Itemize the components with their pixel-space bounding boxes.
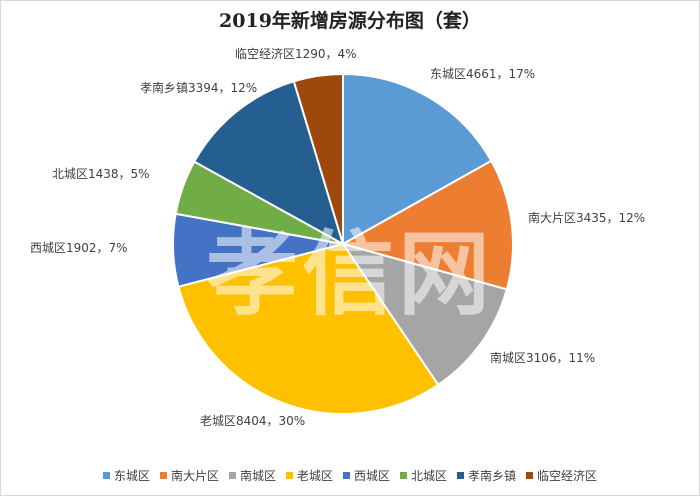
legend-label: 老城区 bbox=[296, 469, 333, 483]
slice-label-6: 北城区1438，5% bbox=[52, 167, 150, 181]
legend-label: 北城区 bbox=[411, 469, 448, 483]
legend-item-2[interactable]: 南大片区 bbox=[159, 467, 219, 484]
legend-swatch bbox=[285, 472, 293, 479]
slice-label-1: 东城区4661，17% bbox=[430, 67, 535, 81]
legend-item-6[interactable]: 北城区 bbox=[400, 467, 447, 484]
legend-label: 南大片区 bbox=[170, 469, 219, 483]
slice-label-7: 孝南乡镇3394，12% bbox=[140, 80, 257, 95]
legend-label: 南城区 bbox=[239, 469, 276, 483]
slice-label-8: 临空经济区1290，4% bbox=[235, 46, 357, 61]
chart-legend: 东城区 南大片区 南城区 老城区 西城区 北城区 孝南乡镇 临空经济区 bbox=[0, 467, 700, 484]
slice-label-4: 老城区8404，30% bbox=[200, 414, 305, 428]
legend-swatch bbox=[400, 472, 408, 479]
pie-slice-8[interactable] bbox=[292, 72, 344, 245]
slice-label-3: 南城区3106，11% bbox=[490, 350, 595, 365]
legend-swatch bbox=[526, 472, 534, 479]
legend-swatch bbox=[457, 472, 465, 479]
legend-swatch bbox=[159, 472, 167, 479]
legend-label: 临空经济区 bbox=[537, 469, 598, 483]
legend-label: 孝南乡镇 bbox=[468, 469, 517, 483]
legend-item-1[interactable]: 东城区 bbox=[102, 467, 150, 484]
legend-swatch bbox=[102, 472, 110, 479]
pie-slice-2[interactable] bbox=[340, 159, 514, 291]
legend-label: 东城区 bbox=[113, 469, 150, 483]
legend-item-8[interactable]: 临空经济区 bbox=[526, 467, 597, 484]
legend-item-7[interactable]: 孝南乡镇 bbox=[457, 467, 516, 484]
slice-label-2: 南大片区3435，12% bbox=[528, 210, 645, 225]
legend-swatch bbox=[343, 472, 350, 479]
pie-slice-1[interactable] bbox=[342, 72, 493, 246]
chart-title: 2019年新增房源分布图（套） bbox=[219, 10, 481, 32]
pie-slice-3[interactable] bbox=[340, 242, 509, 387]
legend-swatch bbox=[228, 472, 236, 479]
legend-item-4[interactable]: 老城区 bbox=[285, 467, 333, 484]
legend-item-3[interactable]: 南城区 bbox=[228, 467, 276, 484]
pie-slice-4[interactable] bbox=[177, 242, 440, 415]
legend-label: 西城区 bbox=[354, 469, 391, 483]
slice-label-5: 西城区1902，7% bbox=[30, 241, 128, 255]
legend-item-5[interactable]: 西城区 bbox=[343, 467, 390, 484]
